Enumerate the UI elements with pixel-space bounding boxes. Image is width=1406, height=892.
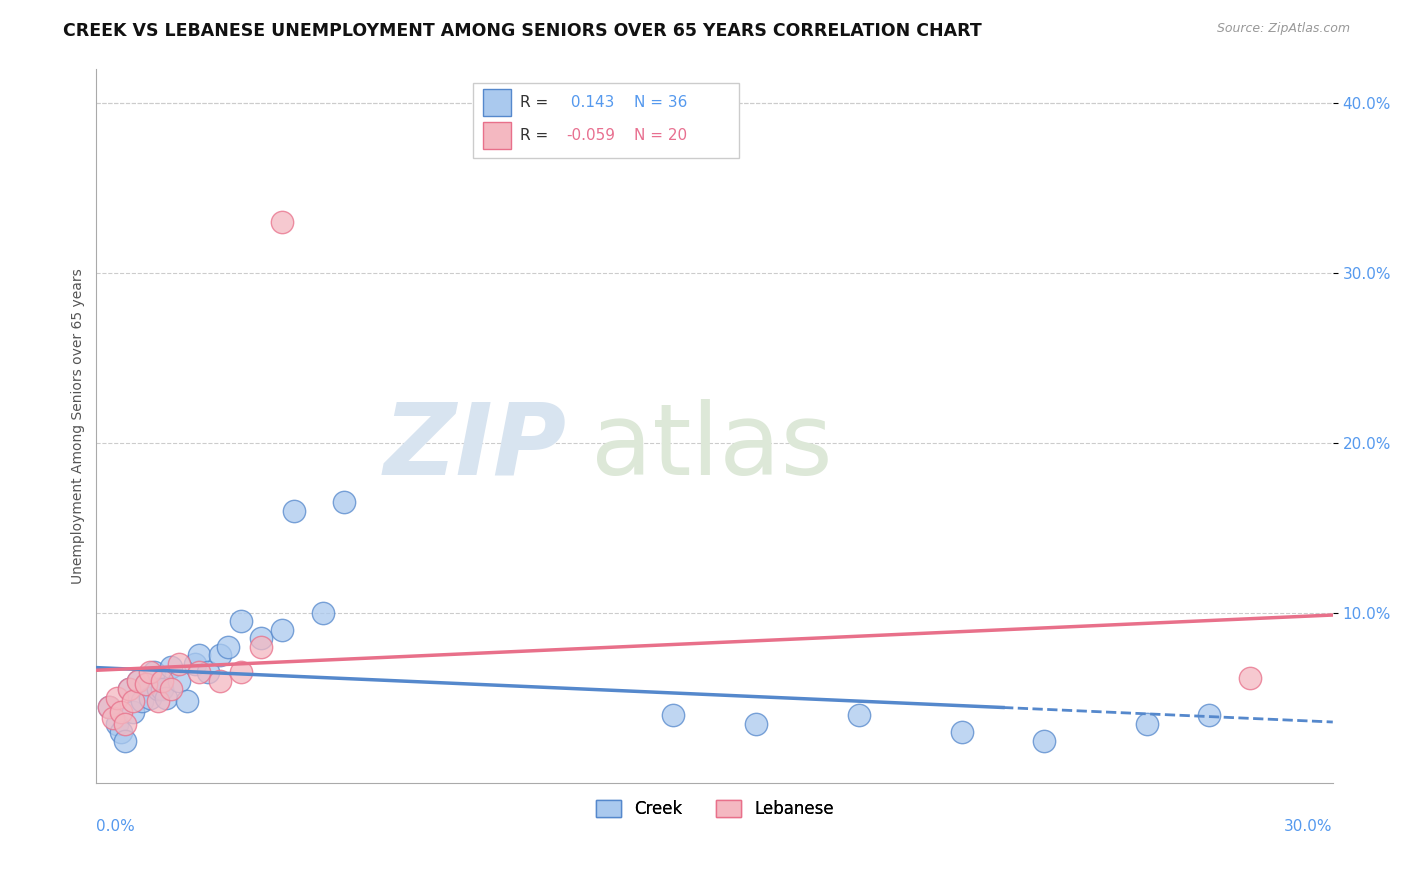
Point bbox=[114, 716, 136, 731]
Text: R =: R = bbox=[520, 128, 548, 144]
Y-axis label: Unemployment Among Seniors over 65 years: Unemployment Among Seniors over 65 years bbox=[72, 268, 86, 583]
Point bbox=[176, 694, 198, 708]
Text: R =: R = bbox=[520, 95, 548, 111]
Point bbox=[159, 682, 181, 697]
Point bbox=[270, 623, 292, 637]
Point bbox=[208, 673, 231, 688]
Point bbox=[270, 214, 292, 228]
Point bbox=[1198, 708, 1220, 723]
Point bbox=[127, 673, 149, 688]
Point bbox=[97, 699, 120, 714]
Point bbox=[197, 665, 219, 680]
Point bbox=[188, 648, 211, 663]
Point bbox=[283, 504, 305, 518]
Point bbox=[105, 716, 128, 731]
Point bbox=[167, 657, 190, 671]
Point bbox=[184, 657, 207, 671]
Point bbox=[105, 691, 128, 706]
Point bbox=[217, 640, 239, 654]
Point bbox=[1033, 733, 1056, 747]
FancyBboxPatch shape bbox=[474, 83, 740, 158]
Text: 0.0%: 0.0% bbox=[97, 819, 135, 834]
Point bbox=[118, 682, 141, 697]
Point bbox=[101, 711, 124, 725]
Point bbox=[135, 677, 157, 691]
Text: -0.059: -0.059 bbox=[567, 128, 616, 144]
Point bbox=[188, 665, 211, 680]
Point bbox=[118, 682, 141, 697]
Point bbox=[159, 660, 181, 674]
Text: N = 36: N = 36 bbox=[634, 95, 688, 111]
Legend: Creek, Lebanese: Creek, Lebanese bbox=[589, 793, 841, 825]
Point bbox=[127, 673, 149, 688]
Point bbox=[250, 632, 273, 646]
Point bbox=[662, 708, 685, 723]
Text: atlas: atlas bbox=[591, 399, 832, 496]
FancyBboxPatch shape bbox=[484, 89, 510, 116]
Text: 30.0%: 30.0% bbox=[1284, 819, 1333, 834]
Text: ZIP: ZIP bbox=[384, 399, 567, 496]
Point bbox=[114, 733, 136, 747]
Point bbox=[110, 705, 132, 719]
Point bbox=[139, 665, 162, 680]
Point bbox=[143, 665, 166, 680]
Point bbox=[110, 725, 132, 739]
Point bbox=[312, 606, 335, 620]
Point bbox=[229, 665, 252, 680]
Point bbox=[208, 648, 231, 663]
Point bbox=[250, 640, 273, 654]
Point bbox=[97, 699, 120, 714]
Point bbox=[139, 691, 162, 706]
Text: CREEK VS LEBANESE UNEMPLOYMENT AMONG SENIORS OVER 65 YEARS CORRELATION CHART: CREEK VS LEBANESE UNEMPLOYMENT AMONG SEN… bbox=[63, 22, 981, 40]
Point bbox=[122, 705, 145, 719]
Point bbox=[848, 708, 870, 723]
Point bbox=[146, 694, 169, 708]
Point bbox=[135, 677, 157, 691]
Point bbox=[1239, 671, 1261, 685]
Text: N = 20: N = 20 bbox=[634, 128, 688, 144]
Point bbox=[229, 615, 252, 629]
Point bbox=[332, 495, 354, 509]
Point bbox=[950, 725, 973, 739]
Point bbox=[150, 673, 173, 688]
FancyBboxPatch shape bbox=[484, 122, 510, 149]
Point bbox=[1136, 716, 1159, 731]
Point bbox=[146, 682, 169, 697]
Point bbox=[122, 694, 145, 708]
Point bbox=[167, 673, 190, 688]
Text: Source: ZipAtlas.com: Source: ZipAtlas.com bbox=[1216, 22, 1350, 36]
Point bbox=[155, 691, 177, 706]
Text: 0.143: 0.143 bbox=[567, 95, 614, 111]
Point bbox=[131, 694, 153, 708]
Point bbox=[745, 716, 768, 731]
Point bbox=[150, 682, 173, 697]
